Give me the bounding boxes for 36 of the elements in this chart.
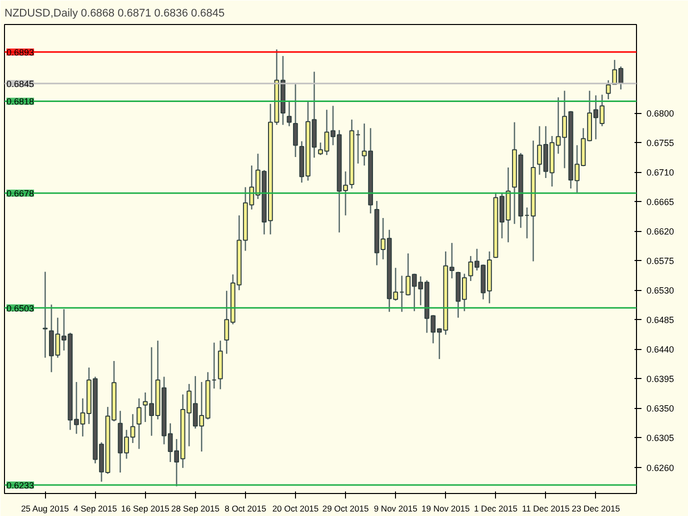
y-tick-label: 0.6350	[646, 404, 674, 414]
y-tick-label: 0.6710	[646, 168, 674, 178]
ref-line-label: 0.6893	[6, 48, 34, 58]
candlestick	[136, 398, 142, 450]
x-tick-label: 29 Oct 2015	[322, 504, 369, 514]
x-tick-label: 9 Nov 2015	[374, 504, 418, 514]
x-tick-label: 28 Sep 2015	[171, 504, 220, 514]
y-tick-label: 0.6485	[646, 315, 674, 326]
ref-line-label: 0.6678	[6, 188, 34, 199]
candlestick	[42, 271, 48, 358]
x-tick-label: 19 Nov 2015	[422, 504, 470, 514]
x-tick-label: 11 Dec 2015	[522, 504, 570, 514]
x-tick-label: 25 Aug 2015	[21, 504, 70, 514]
ref-line-label: 0.6845	[6, 79, 34, 90]
x-tick-label: 20 Oct 2015	[272, 504, 319, 514]
x-tick-label: 16 Sep 2015	[121, 504, 170, 514]
y-tick-label: 0.6620	[646, 226, 674, 237]
ref-line-label: 0.6818	[6, 96, 34, 107]
x-tick-label: 1 Dec 2015	[474, 504, 518, 514]
candlestick	[293, 84, 298, 158]
y-tick-label: 0.6395	[646, 374, 674, 384]
candlestick	[606, 80, 611, 100]
y-tick-label: 0.6305	[646, 433, 674, 444]
x-tick-label: 23 Dec 2015	[572, 504, 620, 514]
x-tick-label: 4 Sep 2015	[73, 504, 118, 514]
chart-title: NZDUSD,Daily 0.6868 0.6871 0.6836 0.6845	[4, 8, 225, 20]
y-tick-label: 0.6665	[646, 197, 674, 208]
x-tick-label: 8 Oct 2015	[224, 504, 266, 514]
y-tick-label: 0.6260	[646, 462, 674, 473]
y-tick-label: 0.6755	[646, 138, 674, 148]
ref-line-label: 0.6233	[6, 480, 34, 490]
y-tick-label: 0.6530	[646, 286, 674, 296]
y-tick-label: 0.6800	[646, 108, 674, 119]
y-tick-label: 0.6575	[646, 256, 674, 266]
ref-line-label: 0.6503	[6, 303, 34, 314]
y-tick-label: 0.6440	[646, 344, 674, 355]
